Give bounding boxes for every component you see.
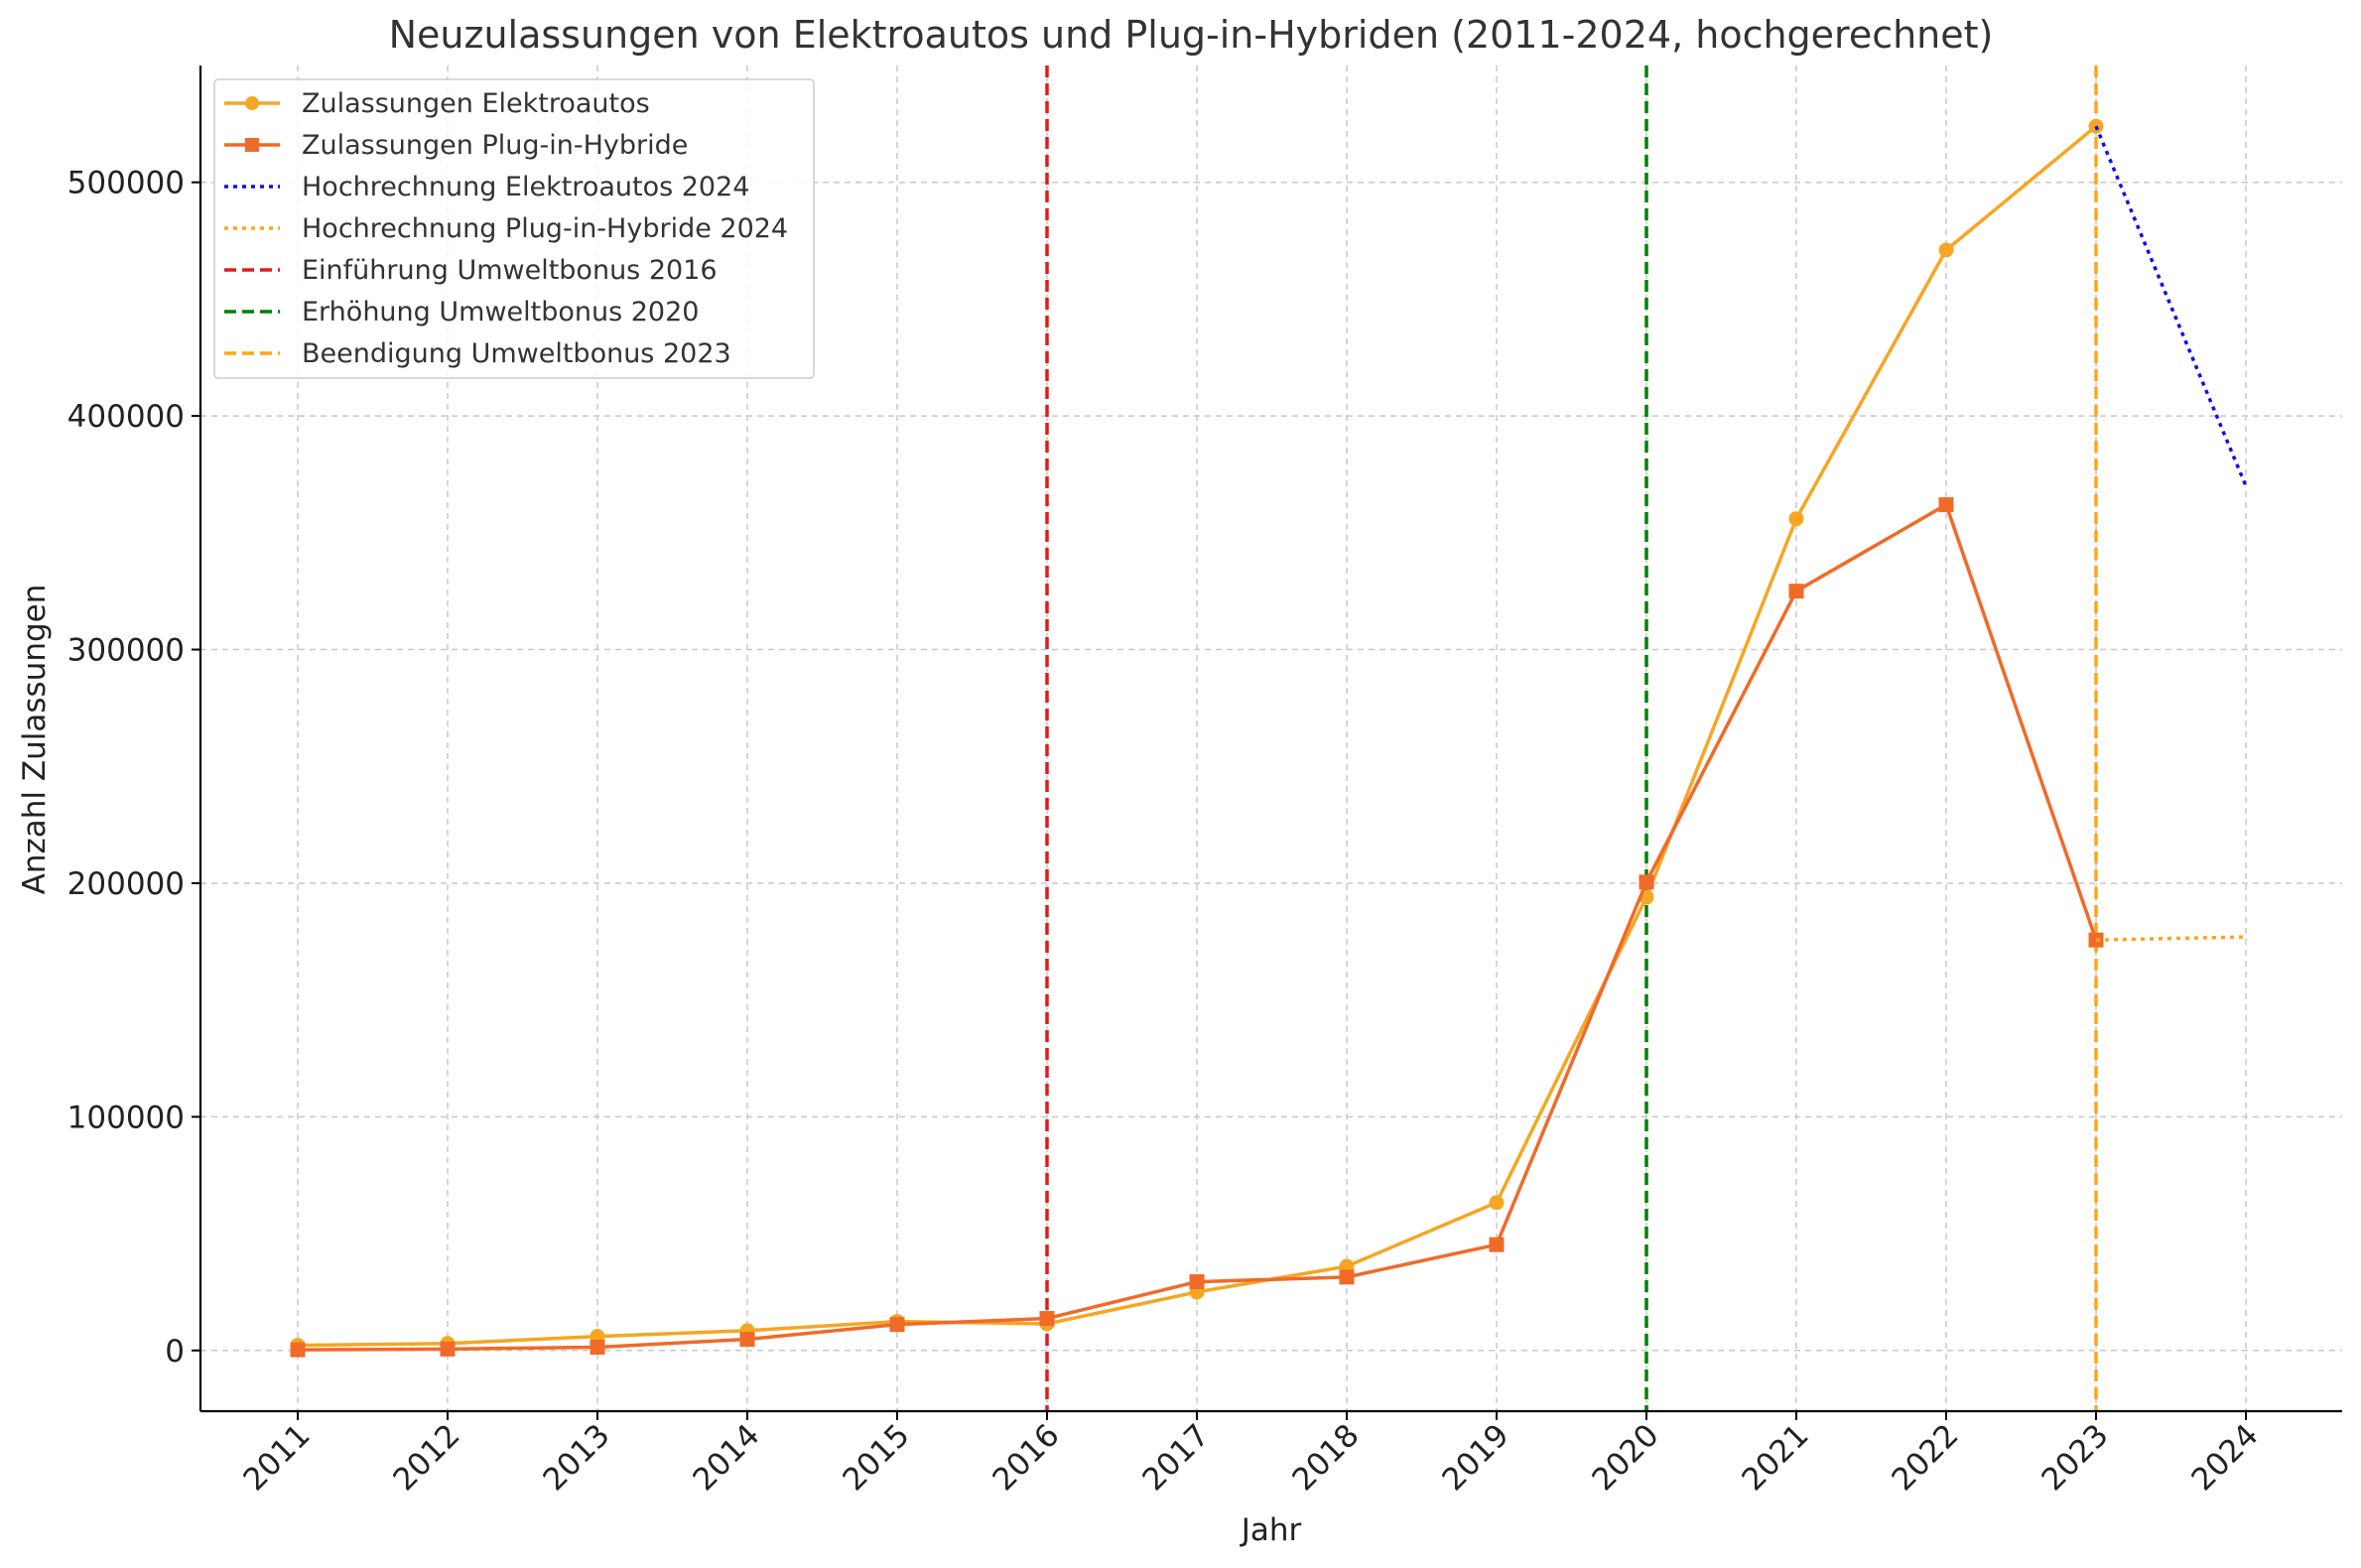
x-axis-label: Jahr [1240, 1512, 1302, 1548]
chart-title: Neuzulassungen von Elektroautos und Plug… [389, 13, 1994, 57]
y-tick-label: 200000 [67, 866, 185, 902]
legend-label: Hochrechnung Plug-in-Hybride 2024 [302, 213, 788, 244]
y-axis-label: Anzahl Zulassungen [17, 585, 53, 895]
data-series [290, 118, 2248, 1358]
reference-lines [1045, 65, 2098, 1411]
data-point [1788, 511, 1804, 527]
data-point [1189, 1274, 1205, 1290]
legend-label: Beendigung Umweltbonus 2023 [302, 338, 731, 369]
legend-label: Hochrechnung Elektroautos 2024 [302, 172, 749, 202]
legend-label: Einführung Umweltbonus 2016 [302, 255, 718, 286]
data-point [1339, 1269, 1355, 1285]
y-tick-label: 500000 [67, 166, 185, 201]
y-tick-label: 300000 [67, 633, 185, 669]
y-tick-label: 100000 [67, 1100, 185, 1135]
legend: Zulassungen Elektroautos Zulassungen Plug… [213, 78, 815, 379]
data-point [1039, 1311, 1055, 1327]
data-point [1489, 1237, 1505, 1252]
legend-label: Zulassungen Plug-in-Hybride [302, 130, 688, 161]
legend-label: Erhöhung Umweltbonus 2020 [302, 297, 699, 327]
data-point [440, 1341, 456, 1357]
data-point [590, 1339, 605, 1355]
data-point [290, 1342, 306, 1358]
y-tick-label: 400000 [67, 399, 185, 435]
data-point [1938, 242, 1954, 258]
series-line [2094, 125, 2248, 487]
legend-marker [245, 138, 259, 152]
legend-label: Zulassungen Elektroautos [302, 88, 650, 119]
legend-marker [245, 96, 259, 110]
data-point [1489, 1195, 1505, 1211]
axes [198, 65, 2342, 1413]
data-point [1639, 874, 1654, 890]
data-point [1788, 584, 1804, 599]
y-tick-label: 0 [165, 1334, 185, 1370]
legend-box [213, 78, 815, 379]
data-point [739, 1331, 755, 1347]
series-line [2095, 935, 2247, 942]
data-point [889, 1317, 905, 1333]
data-point [1938, 497, 1954, 513]
